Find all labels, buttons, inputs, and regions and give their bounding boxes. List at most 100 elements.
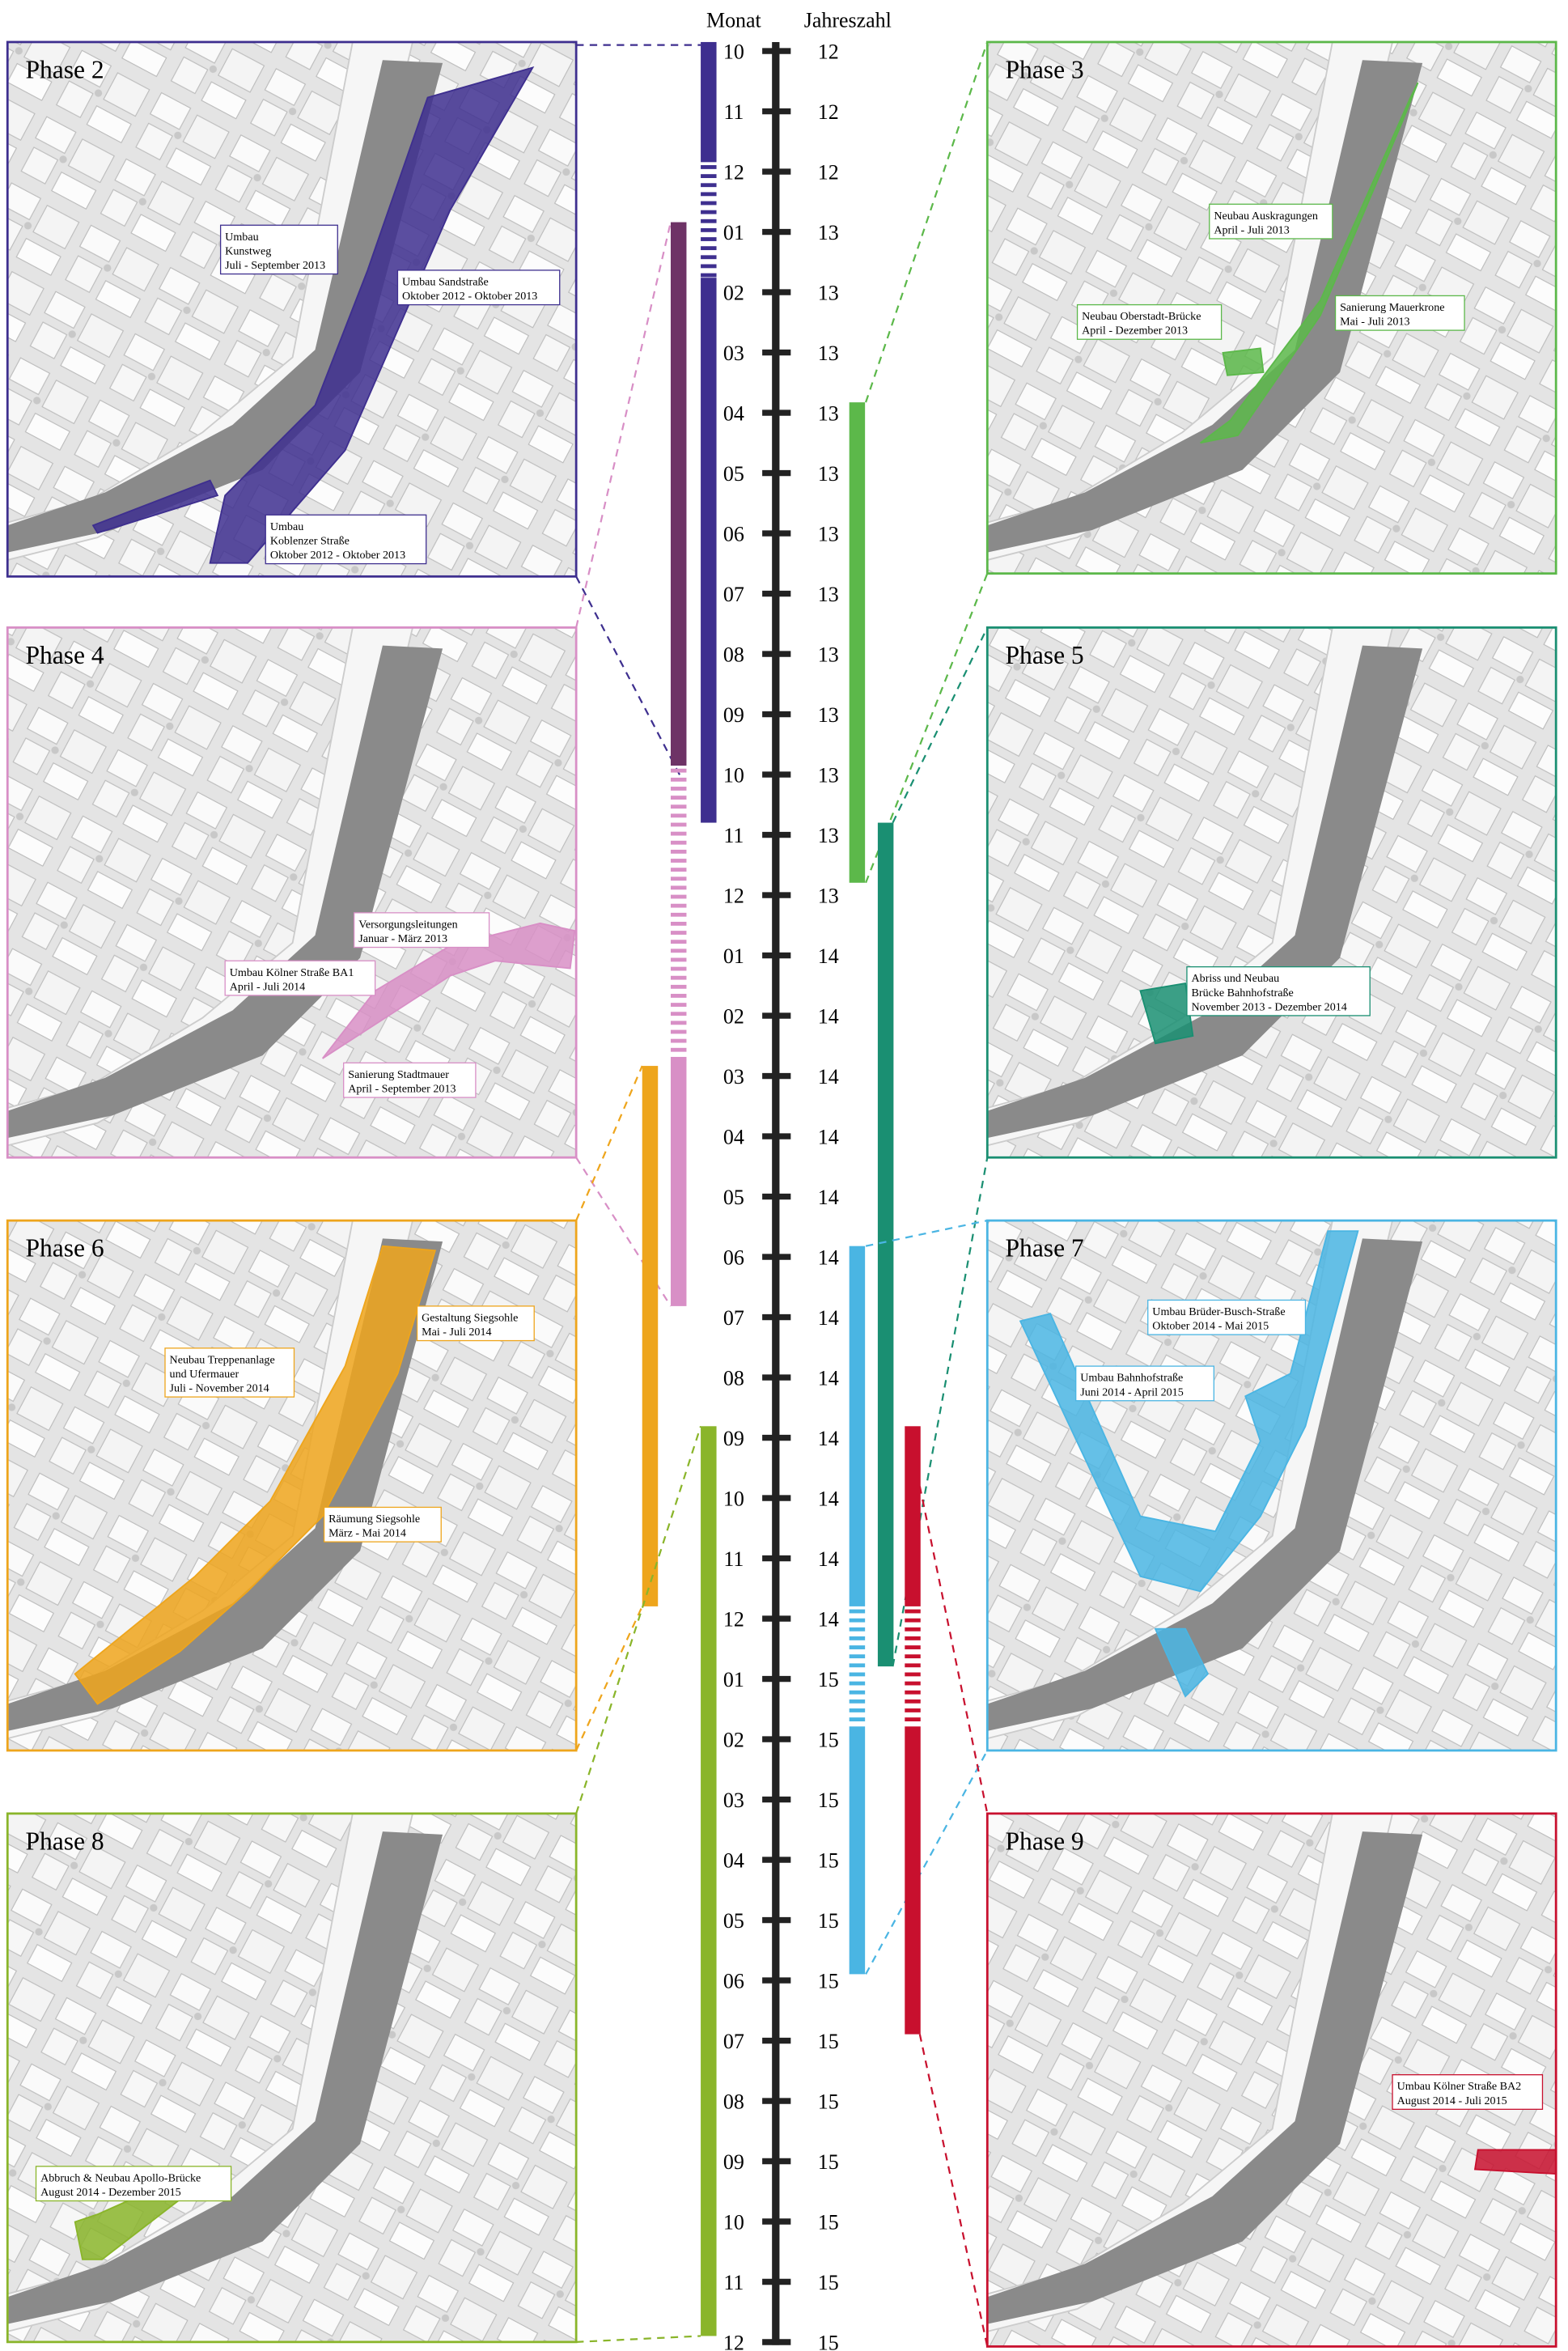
phase-bar-dashed xyxy=(701,274,716,278)
map-content xyxy=(987,627,1556,1157)
phase-title: Phase 5 xyxy=(1006,641,1084,669)
annotation-text: Umbau Sandstraße xyxy=(402,275,489,288)
phase-bar-dashed xyxy=(671,868,686,872)
annotation-text: Umbau Bahnhofstraße xyxy=(1080,1372,1183,1385)
annotation-text: April - September 2013 xyxy=(348,1083,456,1096)
annotation-text: Koblenzer Straße xyxy=(270,534,350,547)
phase-bar xyxy=(905,1426,920,1606)
month-label: 12 xyxy=(723,1607,744,1631)
month-label: 06 xyxy=(723,522,744,545)
phase-bar xyxy=(878,823,893,1667)
annotation-text: April - Dezember 2013 xyxy=(1082,325,1188,337)
phase-bar-dashed xyxy=(671,931,686,935)
month-label: 03 xyxy=(723,342,744,365)
phase-bar-dashed xyxy=(850,1636,865,1640)
annotation-text: Gestaltung Siegsohle xyxy=(422,1311,518,1324)
annotation-text: Umbau Kölner Straße BA1 xyxy=(230,966,354,979)
connector xyxy=(576,1066,642,1220)
annotation-text: März - Mai 2014 xyxy=(328,1527,406,1540)
annotation-text: Juni 2014 - April 2015 xyxy=(1080,1386,1183,1398)
year-label: 15 xyxy=(818,1969,839,1992)
phase-bar-dashed xyxy=(671,985,686,989)
month-label: 12 xyxy=(723,160,744,184)
construction-area xyxy=(1223,348,1263,375)
year-label: 13 xyxy=(818,401,839,425)
annotation-text: Sanierung Mauerkrone xyxy=(1340,301,1444,314)
phase-bar-dashed xyxy=(905,1663,920,1667)
annotation-text: Juli - September 2013 xyxy=(225,259,325,272)
phase-bar-dashed xyxy=(701,192,716,196)
phase-bar-dashed xyxy=(671,948,686,953)
phase-bar-dashed xyxy=(701,255,716,259)
month-label: 09 xyxy=(723,2150,744,2174)
year-label: 14 xyxy=(818,1306,839,1330)
map-content xyxy=(7,1220,576,1751)
year-label: 13 xyxy=(818,884,839,907)
phase-bar-dashed xyxy=(905,1627,920,1632)
connector xyxy=(866,42,987,402)
phase-bar-dashed xyxy=(671,769,686,773)
phase-bar xyxy=(850,1246,865,1606)
year-label: 15 xyxy=(818,2271,839,2294)
phase-bar-dashed xyxy=(671,922,686,926)
annotation-text: Umbau xyxy=(225,231,258,244)
year-label: 15 xyxy=(818,2210,839,2234)
phase-bar-dashed xyxy=(701,183,716,187)
month-label: 10 xyxy=(723,763,744,787)
year-label: 14 xyxy=(818,1186,839,1209)
year-label: 12 xyxy=(818,100,839,124)
year-label: 14 xyxy=(818,1125,839,1148)
phase-title: Phase 3 xyxy=(1006,55,1084,83)
phase-bar-dashed xyxy=(671,976,686,980)
phase-bar-dashed xyxy=(671,1012,686,1016)
month-label: 01 xyxy=(723,944,744,968)
year-label: 13 xyxy=(818,281,839,304)
annotation-text: Oktober 2012 - Oktober 2013 xyxy=(270,549,405,562)
phase-bar-dashed xyxy=(905,1682,920,1686)
phase-title: Phase 7 xyxy=(1006,1234,1084,1262)
year-label: 15 xyxy=(818,2090,839,2113)
map-panel: Phase 4VersorgungsleitungenJanuar - März… xyxy=(7,627,576,1157)
phase-bar-dashed xyxy=(701,228,716,232)
month-label: 11 xyxy=(723,824,744,847)
phase-bar-dashed xyxy=(701,237,716,241)
phase-bar-dashed xyxy=(671,876,686,881)
year-label: 15 xyxy=(818,2331,839,2351)
phase-bar xyxy=(850,1726,865,1974)
annotation-text: Mai - Juli 2014 xyxy=(422,1326,491,1339)
map-background xyxy=(987,627,1556,1157)
phase-bar-dashed xyxy=(850,1654,865,1658)
phase-bar-dashed xyxy=(671,895,686,899)
month-label: 05 xyxy=(723,1909,744,1933)
annotation-text: April - Juli 2013 xyxy=(1214,223,1289,236)
phase-bar-dashed xyxy=(850,1717,865,1721)
phase-bar-dashed xyxy=(850,1682,865,1686)
connector xyxy=(866,1751,987,1974)
month-header: Monat xyxy=(706,8,762,32)
annotation-text: Oktober 2012 - Oktober 2013 xyxy=(402,290,537,303)
month-label: 05 xyxy=(723,462,744,486)
phase-bar-dashed xyxy=(905,1636,920,1640)
year-label: 15 xyxy=(818,2030,839,2053)
month-label: 03 xyxy=(723,1065,744,1089)
month-label: 04 xyxy=(723,401,744,425)
phase-bar-dashed xyxy=(701,174,716,178)
month-label: 06 xyxy=(723,1969,744,1992)
phase-bar-dashed xyxy=(671,787,686,791)
annotation-text: Umbau xyxy=(270,520,303,533)
annotation-text: Neubau Oberstadt-Brücke xyxy=(1082,310,1201,323)
year-label: 13 xyxy=(818,342,839,365)
phase-bar-dashed xyxy=(671,967,686,971)
year-label: 13 xyxy=(818,221,839,244)
phase-bar-dashed xyxy=(671,885,686,889)
annotation-text: Sanierung Stadtmauer xyxy=(348,1068,449,1081)
year-label: 14 xyxy=(818,1004,839,1028)
phase-bar-dashed xyxy=(671,958,686,962)
annotation-text: Neubau Auskragungen xyxy=(1214,210,1318,223)
map-content xyxy=(7,1814,576,2342)
phase-bar-dashed xyxy=(671,823,686,827)
connector xyxy=(920,2035,987,2347)
phase-title: Phase 4 xyxy=(26,641,104,669)
annotation-text: Räumung Siegsohle xyxy=(328,1513,420,1526)
